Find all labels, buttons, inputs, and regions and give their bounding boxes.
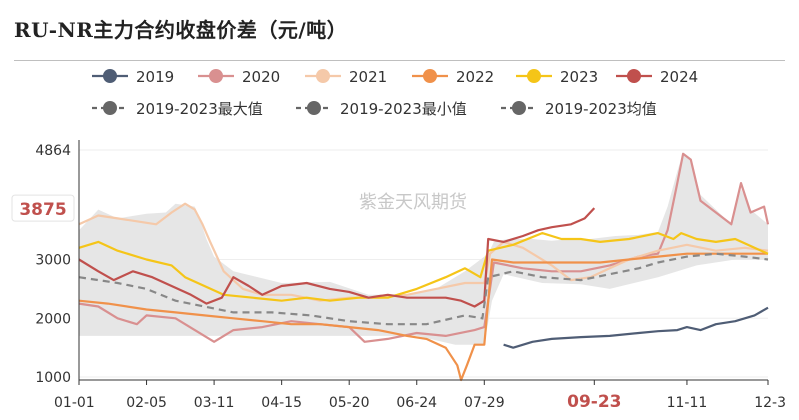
legend-label: 2019-2023均值 xyxy=(545,100,657,118)
legend-label: 2020 xyxy=(242,68,280,86)
y-tick-label: 1000 xyxy=(35,370,71,386)
legend-item-2021[interactable]: 2021 xyxy=(305,68,387,86)
legend-label: 2019 xyxy=(136,68,174,86)
x-tick-label-highlight: 09-23 xyxy=(567,392,621,412)
series-lines xyxy=(78,152,770,382)
legend-item-2019-2023最大值[interactable]: 2019-2023最大值 xyxy=(92,100,263,118)
series-line-2022 xyxy=(78,252,768,382)
axes: 1000 2000 3000 4864 01-01 02-05 03-11 04-15 05-2… xyxy=(11,140,786,412)
legend-marker xyxy=(316,69,330,83)
x-tick-label: 01-01 xyxy=(54,395,95,411)
x-tick-label: 05-20 xyxy=(329,395,370,411)
series-line-2020 xyxy=(78,152,770,343)
legend-marker xyxy=(423,69,437,83)
legend-item-2019-2023最小值[interactable]: 2019-2023最小值 xyxy=(296,100,467,118)
y-tick-label: 4864 xyxy=(35,143,71,159)
series-line-2024 xyxy=(78,207,596,308)
legend-item-2023[interactable]: 2023 xyxy=(516,68,598,86)
watermark-text: 紫金天风期货 xyxy=(359,192,467,213)
y-tick-label: 2000 xyxy=(35,311,71,327)
legend-marker xyxy=(103,101,117,115)
legend-label: 2024 xyxy=(660,68,698,86)
title-divider xyxy=(14,60,785,61)
legend-item-2019[interactable]: 2019 xyxy=(92,68,174,86)
legend-label: 2023 xyxy=(560,68,598,86)
chart-title: RU-NR主力合约收盘价差（元/吨） xyxy=(14,18,348,42)
x-tick-label: 07-29 xyxy=(464,395,505,411)
legend-label: 2019-2023最小值 xyxy=(340,100,467,118)
legend-item-2019-2023均值[interactable]: 2019-2023均值 xyxy=(501,100,657,118)
series-line-mean xyxy=(78,252,769,326)
legend-marker xyxy=(209,69,223,83)
legend-marker xyxy=(627,69,641,83)
legend-marker xyxy=(512,101,526,115)
y-highlight-label: 3875 xyxy=(19,200,66,220)
legend-item-2024[interactable]: 2024 xyxy=(616,68,698,86)
series-line-2019 xyxy=(503,306,769,349)
y-tick-label: 3000 xyxy=(35,253,71,269)
y-highlight-box xyxy=(11,194,75,222)
x-tick-label: 12-3 xyxy=(754,395,786,411)
x-tick-label: 04-15 xyxy=(261,395,302,411)
x-tick-label: 06-24 xyxy=(396,395,437,411)
legend-label: 2022 xyxy=(456,68,494,86)
x-tick-label: 03-11 xyxy=(194,395,235,411)
legend-item-2022[interactable]: 2022 xyxy=(412,68,494,86)
legend-label: 2019-2023最大值 xyxy=(136,100,263,118)
legend-marker xyxy=(103,69,117,83)
legend-marker xyxy=(307,101,321,115)
legend-item-2020[interactable]: 2020 xyxy=(198,68,280,86)
x-tick-label: 11-11 xyxy=(667,395,708,411)
legend-marker xyxy=(527,69,541,83)
x-tick-label: 02-05 xyxy=(126,395,167,411)
series-line-2023 xyxy=(78,232,769,302)
legend-label: 2021 xyxy=(349,68,387,86)
legend[interactable]: 2019 2020 2021 2022 2023 2024 2019-2023最大值 2019… xyxy=(92,68,698,118)
